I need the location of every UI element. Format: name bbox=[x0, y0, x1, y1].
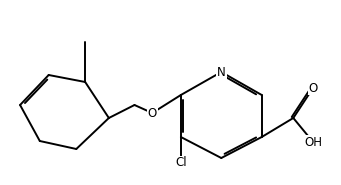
Text: O: O bbox=[308, 82, 318, 95]
Text: Cl: Cl bbox=[175, 157, 187, 169]
Text: O: O bbox=[148, 107, 157, 120]
Text: N: N bbox=[217, 65, 226, 78]
Text: OH: OH bbox=[304, 135, 322, 149]
